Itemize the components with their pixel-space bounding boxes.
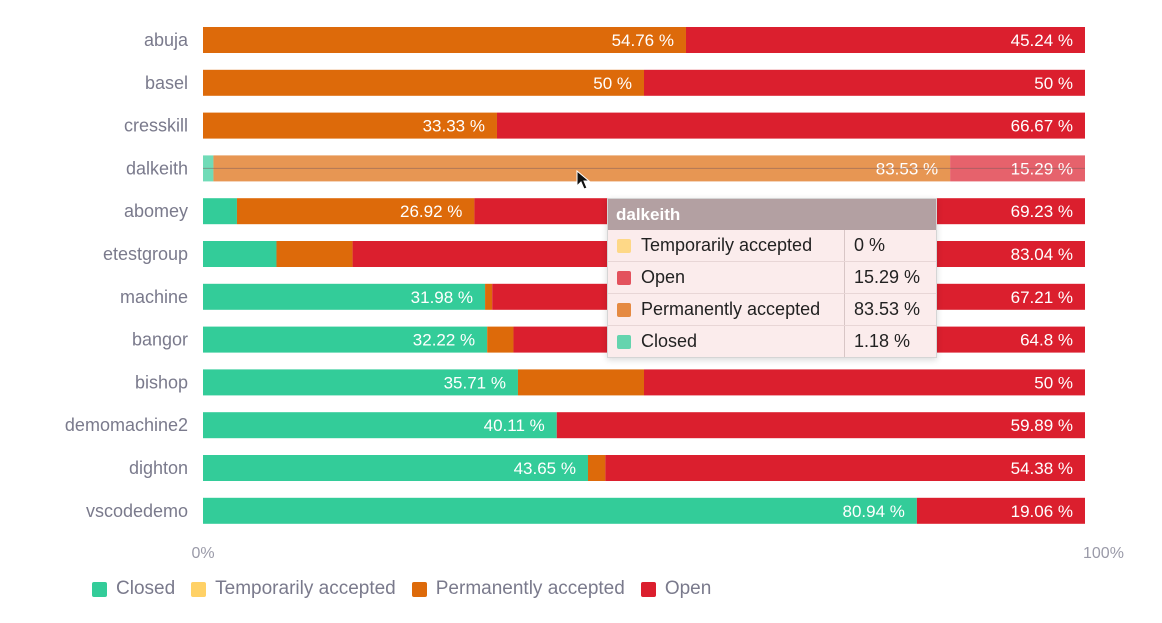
tooltip-label-temporarily-accepted: Temporarily accepted: [641, 235, 813, 255]
bar-bangor-closed[interactable]: [203, 326, 488, 353]
tooltip-row-open: Open 15.29 %: [608, 262, 936, 294]
data-label-basel-open: 50 %: [1034, 74, 1073, 93]
data-label-machine-closed: 31.98 %: [411, 288, 473, 307]
bar-abomey-closed[interactable]: [203, 198, 237, 225]
tooltip-swatch-open: [617, 270, 631, 285]
bar-bangor-perm[interactable]: [487, 326, 514, 353]
data-label-abuja-perm: 54.76 %: [612, 31, 674, 50]
data-label-bishop-open: 50 %: [1034, 373, 1073, 392]
stacked-bar-chart: abuja 54.76 % 45.24 % basel 50 % 50 % cresskil…: [65, 27, 1124, 562]
data-label-vscodedemo-closed: 80.94 %: [843, 502, 905, 521]
bar-bishop-open[interactable]: [644, 369, 1085, 396]
data-label-bangor-closed: 32.22 %: [413, 331, 475, 350]
category-label-etestgroup: etestgroup: [103, 244, 188, 264]
data-label-abuja-open: 45.24 %: [1011, 31, 1073, 50]
category-label-bishop: bishop: [135, 372, 188, 392]
legend-item-temporarily-accepted[interactable]: Temporarily accepted: [191, 578, 396, 600]
bar-basel-open[interactable]: [644, 69, 1085, 96]
data-label-bangor-open: 64.8 %: [1020, 331, 1073, 350]
data-label-dighton-closed: 43.65 %: [514, 459, 576, 478]
data-label-demomachine2-closed: 40.11 %: [484, 416, 545, 435]
data-label-cresskill-perm: 33.33 %: [423, 117, 485, 136]
bar-abuja-open[interactable]: [685, 27, 1085, 53]
bar-demomachine2-closed[interactable]: [203, 412, 557, 439]
tooltip-row-closed: Closed 1.18 %: [608, 326, 936, 357]
legend-swatch-closed: [92, 581, 107, 597]
bar-bishop-perm[interactable]: [517, 369, 644, 396]
bar-basel-perm[interactable]: [203, 69, 644, 96]
tooltip-value-temporarily-accepted: 0 %: [854, 235, 886, 255]
category-label-bangor: bangor: [132, 330, 188, 350]
bar-machine-perm[interactable]: [485, 283, 493, 310]
bar-abomey-perm[interactable]: [236, 198, 475, 225]
tooltip-value-permanently-accepted: 83.53 %: [854, 299, 921, 319]
x-tick-0: 0%: [191, 545, 214, 562]
legend-swatch-temporarily-accepted: [191, 581, 207, 597]
tooltip-row-permanently-accepted: Permanently accepted 83.53 %: [608, 294, 936, 326]
tooltip-value-closed: 1.18 %: [854, 331, 911, 351]
bar-machine-closed[interactable]: [203, 283, 486, 310]
legend-swatch-permanently-accepted: [411, 581, 427, 597]
bar-dighton-perm[interactable]: [587, 455, 606, 481]
tooltip-label-permanently-accepted: Permanently accepted: [641, 299, 821, 319]
category-label-basel: basel: [145, 73, 188, 93]
bar-cresskill-perm[interactable]: [203, 112, 497, 139]
category-label-dighton: dighton: [129, 458, 188, 478]
data-label-dighton-open: 54.38 %: [1011, 459, 1073, 478]
category-label-dalkeith: dalkeith: [126, 158, 188, 178]
data-label-demomachine2-open: 59.89 %: [1011, 416, 1073, 435]
data-label-basel-perm: 50 %: [593, 74, 632, 93]
legend-item-permanently-accepted[interactable]: Permanently accepted: [411, 578, 625, 600]
tooltip-row-temporarily-accepted: Temporarily accepted 0 %: [608, 230, 936, 262]
legend-label-closed: Closed: [116, 578, 176, 599]
bar-cresskill-open[interactable]: [496, 112, 1086, 139]
tooltip-swatch-permanently-accepted: [617, 302, 631, 317]
bar-dighton-open[interactable]: [605, 455, 1085, 481]
bar-demomachine2-open[interactable]: [556, 412, 1085, 439]
chart-legend: Closed Temporarily accepted Permanently …: [92, 578, 727, 600]
data-label-machine-open: 67.21 %: [1011, 288, 1073, 307]
bar-dighton-closed[interactable]: [203, 455, 588, 481]
bar-vscodedemo-open[interactable]: [916, 497, 1085, 524]
legend-item-open[interactable]: Open: [640, 578, 712, 600]
tooltip-label-closed: Closed: [641, 331, 698, 351]
data-label-abomey-open: 69.23 %: [1011, 202, 1073, 221]
data-label-vscodedemo-open: 19.06 %: [1011, 502, 1073, 521]
legend-label-permanently-accepted: Permanently accepted: [435, 578, 625, 599]
category-label-abomey: abomey: [124, 201, 188, 221]
tooltip: dalkeith Temporarily accepted 0 % Open 1…: [607, 198, 937, 358]
mouse-cursor-icon: [576, 170, 591, 190]
x-tick-100: 100%: [1083, 545, 1124, 562]
legend-label-open: Open: [664, 578, 712, 599]
data-label-etestgroup-open: 83.04 %: [1011, 245, 1073, 264]
data-label-bishop-closed: 35.71 %: [444, 373, 506, 392]
category-label-vscodedemo: vscodedemo: [86, 501, 188, 521]
bar-vscodedemo-closed[interactable]: [203, 497, 917, 524]
category-label-machine: machine: [120, 287, 188, 307]
data-label-cresskill-open: 66.67 %: [1011, 117, 1073, 136]
bar-abuja-perm[interactable]: [203, 27, 686, 53]
tooltip-value-open: 15.29 %: [854, 267, 921, 287]
tooltip-title: dalkeith: [608, 199, 936, 230]
bar-etestgroup-closed[interactable]: [203, 241, 277, 267]
category-label-abuja: abuja: [144, 30, 189, 50]
data-label-abomey-perm: 26.92 %: [400, 202, 462, 221]
category-label-demomachine2: demomachine2: [65, 415, 188, 435]
tooltip-swatch-closed: [617, 334, 631, 349]
legend-item-closed[interactable]: Closed: [92, 578, 175, 600]
bar-bishop-closed[interactable]: [203, 369, 518, 396]
tooltip-swatch-temporarily-accepted: [617, 238, 631, 253]
tooltip-label-open: Open: [641, 267, 686, 287]
legend-swatch-open: [640, 581, 656, 597]
bar-etestgroup-perm[interactable]: [276, 241, 353, 267]
category-label-cresskill: cresskill: [124, 116, 188, 136]
legend-label-temporarily-accepted: Temporarily accepted: [215, 578, 396, 599]
